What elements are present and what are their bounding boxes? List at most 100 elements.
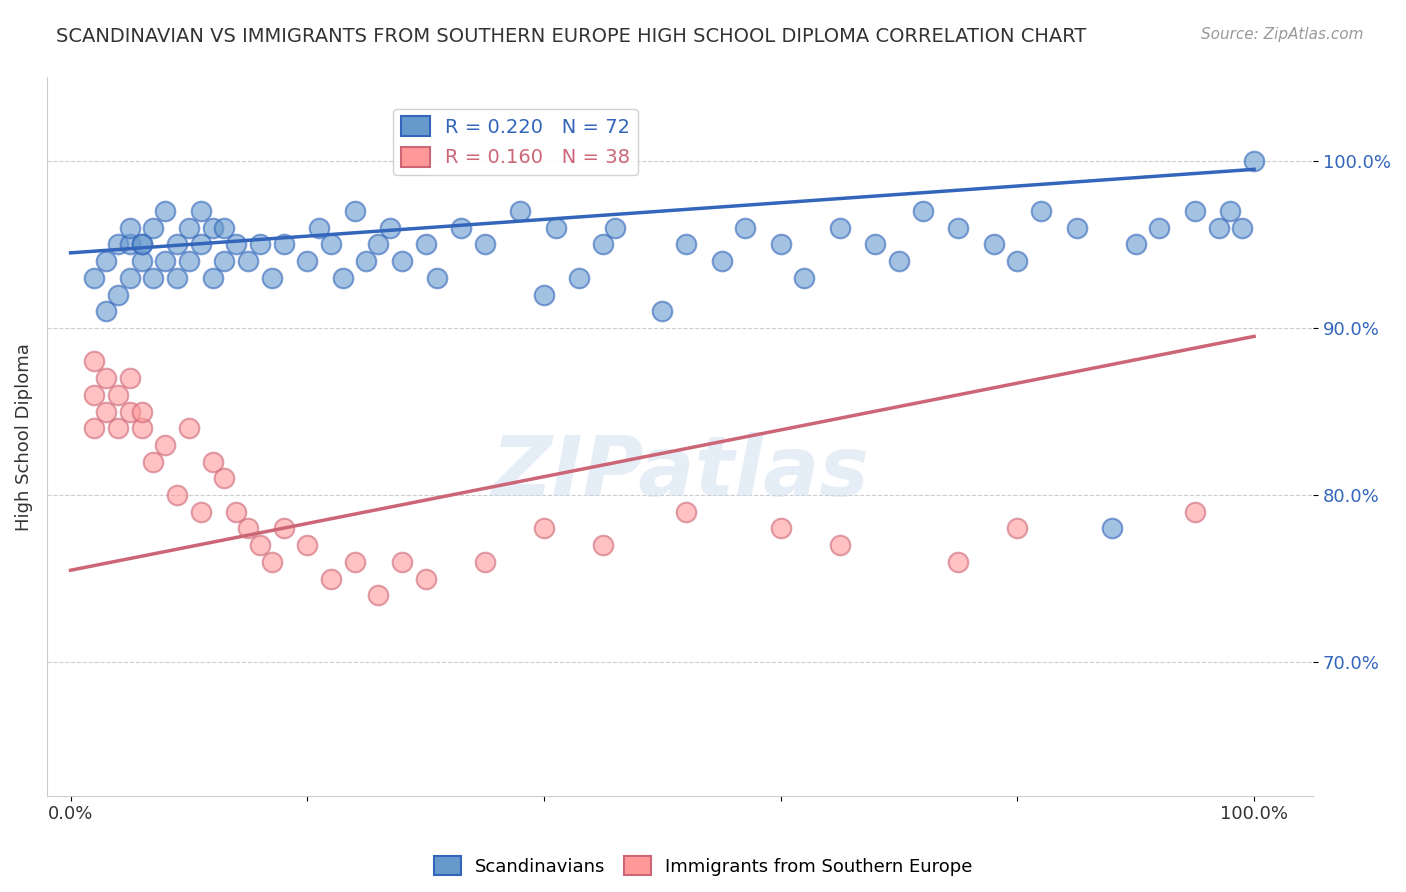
- Point: [675, 237, 697, 252]
- Point: [236, 521, 259, 535]
- Point: [177, 254, 200, 268]
- Point: [865, 237, 887, 252]
- Point: [378, 220, 401, 235]
- Point: [603, 220, 626, 235]
- Point: [155, 438, 177, 452]
- Point: [260, 555, 283, 569]
- Point: [107, 388, 129, 402]
- Point: [1208, 220, 1230, 235]
- Point: [887, 254, 910, 268]
- Point: [450, 220, 472, 235]
- Point: [273, 237, 295, 252]
- Point: [509, 204, 531, 219]
- Point: [1184, 505, 1206, 519]
- Point: [1007, 521, 1029, 535]
- Point: [190, 204, 212, 219]
- Text: Source: ZipAtlas.com: Source: ZipAtlas.com: [1201, 27, 1364, 42]
- Point: [107, 421, 129, 435]
- Point: [319, 572, 342, 586]
- Point: [155, 204, 177, 219]
- Point: [367, 237, 389, 252]
- Point: [94, 254, 117, 268]
- Point: [911, 204, 934, 219]
- Point: [1243, 153, 1265, 168]
- Point: [391, 254, 413, 268]
- Point: [332, 271, 354, 285]
- Point: [142, 455, 165, 469]
- Point: [107, 287, 129, 301]
- Point: [948, 220, 970, 235]
- Point: [201, 220, 224, 235]
- Point: [651, 304, 673, 318]
- Point: [131, 421, 153, 435]
- Point: [249, 538, 271, 552]
- Point: [828, 538, 851, 552]
- Point: [343, 555, 366, 569]
- Point: [533, 521, 555, 535]
- Point: [592, 237, 614, 252]
- Point: [793, 271, 815, 285]
- Point: [118, 220, 141, 235]
- Point: [568, 271, 591, 285]
- Point: [83, 421, 105, 435]
- Point: [249, 237, 271, 252]
- Point: [201, 271, 224, 285]
- Point: [94, 371, 117, 385]
- Point: [118, 371, 141, 385]
- Text: SCANDINAVIAN VS IMMIGRANTS FROM SOUTHERN EUROPE HIGH SCHOOL DIPLOMA CORRELATION : SCANDINAVIAN VS IMMIGRANTS FROM SOUTHERN…: [56, 27, 1087, 45]
- Point: [166, 271, 188, 285]
- Point: [1007, 254, 1029, 268]
- Point: [367, 588, 389, 602]
- Legend: R = 0.220   N = 72, R = 0.160   N = 38: R = 0.220 N = 72, R = 0.160 N = 38: [392, 109, 638, 175]
- Point: [190, 237, 212, 252]
- Point: [131, 237, 153, 252]
- Point: [190, 505, 212, 519]
- Point: [83, 354, 105, 368]
- Point: [83, 388, 105, 402]
- Point: [769, 521, 792, 535]
- Point: [710, 254, 733, 268]
- Legend: Scandinavians, Immigrants from Southern Europe: Scandinavians, Immigrants from Southern …: [426, 849, 980, 883]
- Point: [214, 471, 236, 485]
- Point: [166, 237, 188, 252]
- Point: [1125, 237, 1147, 252]
- Point: [131, 404, 153, 418]
- Point: [225, 505, 247, 519]
- Point: [94, 404, 117, 418]
- Point: [118, 404, 141, 418]
- Point: [948, 555, 970, 569]
- Point: [131, 254, 153, 268]
- Point: [1101, 521, 1123, 535]
- Point: [1149, 220, 1171, 235]
- Point: [391, 555, 413, 569]
- Point: [769, 237, 792, 252]
- Point: [474, 237, 496, 252]
- Point: [297, 254, 319, 268]
- Point: [1029, 204, 1052, 219]
- Point: [533, 287, 555, 301]
- Point: [225, 237, 247, 252]
- Point: [675, 505, 697, 519]
- Point: [1219, 204, 1241, 219]
- Point: [166, 488, 188, 502]
- Point: [273, 521, 295, 535]
- Point: [131, 237, 153, 252]
- Point: [214, 220, 236, 235]
- Point: [474, 555, 496, 569]
- Point: [107, 237, 129, 252]
- Point: [118, 271, 141, 285]
- Point: [415, 572, 437, 586]
- Point: [1232, 220, 1254, 235]
- Point: [1066, 220, 1088, 235]
- Point: [177, 421, 200, 435]
- Point: [94, 304, 117, 318]
- Point: [177, 220, 200, 235]
- Y-axis label: High School Diploma: High School Diploma: [15, 343, 32, 531]
- Point: [142, 220, 165, 235]
- Point: [415, 237, 437, 252]
- Point: [201, 455, 224, 469]
- Point: [236, 254, 259, 268]
- Point: [319, 237, 342, 252]
- Point: [734, 220, 756, 235]
- Point: [983, 237, 1005, 252]
